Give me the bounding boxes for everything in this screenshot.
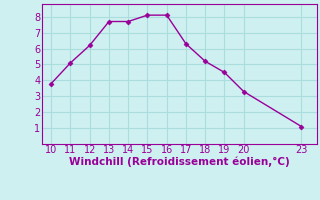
X-axis label: Windchill (Refroidissement éolien,°C): Windchill (Refroidissement éolien,°C)	[69, 157, 290, 167]
